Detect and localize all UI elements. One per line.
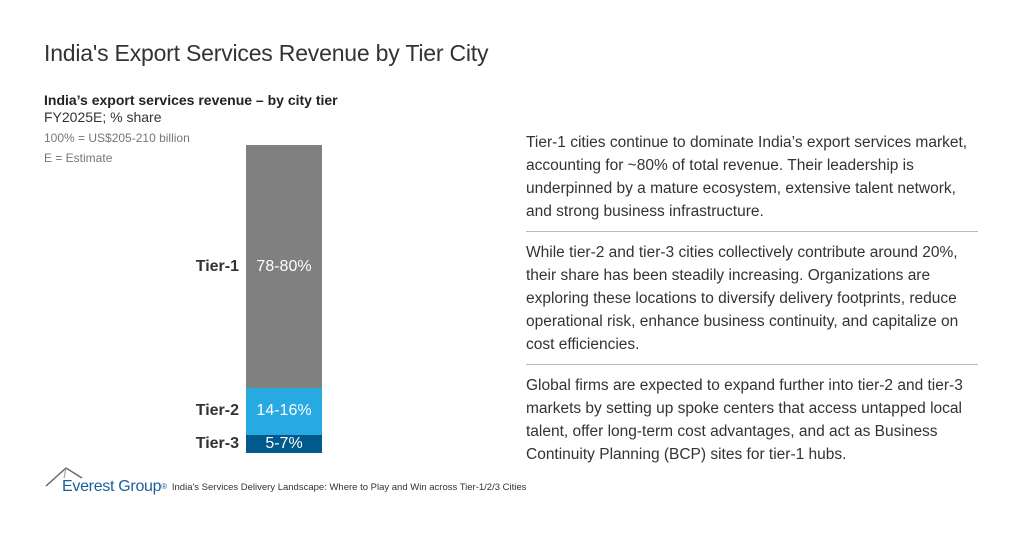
- logo-text: Everest Group: [62, 478, 162, 495]
- footer: Everest Group® India's Services Delivery…: [44, 466, 526, 496]
- chart-note-estimate: E = Estimate: [44, 151, 113, 165]
- paragraph-outlook: Global firms are expected to expand furt…: [526, 377, 963, 463]
- source-text: India's Services Delivery Landscape: Whe…: [171, 482, 527, 493]
- data-label: 5-7%: [265, 434, 303, 452]
- everest-group-logo: Everest Group®: [44, 466, 167, 496]
- bar-segment-tier-1: 78-80%: [246, 145, 322, 389]
- data-label: 78-80%: [256, 257, 312, 275]
- paragraph-tier2-tier3: While tier-2 and tier-3 cities collectiv…: [526, 244, 959, 353]
- divider: [526, 364, 978, 365]
- mountain-logo-icon: [45, 467, 83, 487]
- paragraph-tier1: Tier-1 cities continue to dominate India…: [526, 134, 968, 220]
- bar-segment-tier-2: 14-16%: [246, 388, 322, 435]
- category-label-tier-1: Tier-1: [195, 257, 239, 275]
- data-label: 14-16%: [256, 402, 312, 420]
- bar-segment-tier-3: 5-7%: [246, 434, 322, 453]
- page-title: India's Export Services Revenue by Tier …: [44, 40, 489, 66]
- category-label-tier-2: Tier-2: [195, 402, 239, 420]
- divider: [526, 231, 978, 232]
- chart-subtitle: FY2025E; % share: [44, 109, 162, 125]
- chart-title: India’s export services revenue – by cit…: [44, 92, 338, 108]
- stacked-bar: 78-80% 14-16% 5-7%: [246, 145, 322, 453]
- commentary: Tier-1 cities continue to dominate India…: [526, 131, 982, 474]
- chart-note-total: 100% = US$205-210 billion: [44, 131, 190, 145]
- registered-mark: ®: [161, 482, 167, 491]
- category-label-tier-3: Tier-3: [195, 434, 239, 452]
